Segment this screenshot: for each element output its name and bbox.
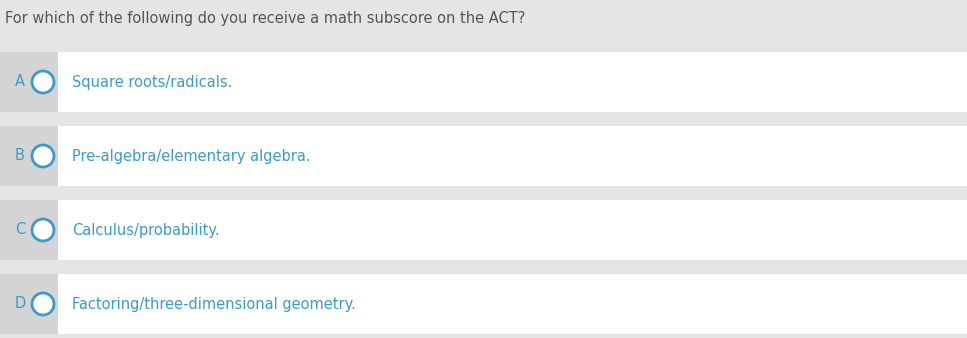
FancyBboxPatch shape <box>0 274 58 334</box>
Text: A: A <box>15 74 25 90</box>
FancyBboxPatch shape <box>0 112 967 126</box>
Text: B: B <box>15 148 25 164</box>
Circle shape <box>32 145 54 167</box>
Circle shape <box>32 71 54 93</box>
FancyBboxPatch shape <box>0 38 967 52</box>
Text: C: C <box>15 222 25 238</box>
FancyBboxPatch shape <box>0 186 967 200</box>
Text: For which of the following do you receive a math subscore on the ACT?: For which of the following do you receiv… <box>5 11 525 26</box>
Text: D: D <box>15 296 25 312</box>
FancyBboxPatch shape <box>0 126 967 186</box>
FancyBboxPatch shape <box>0 200 58 260</box>
Circle shape <box>32 219 54 241</box>
Text: Pre-algebra/elementary algebra.: Pre-algebra/elementary algebra. <box>72 148 310 164</box>
Circle shape <box>32 293 54 315</box>
Text: Square roots/radicals.: Square roots/radicals. <box>72 74 232 90</box>
FancyBboxPatch shape <box>0 274 967 334</box>
FancyBboxPatch shape <box>0 200 967 260</box>
Text: Factoring/three-dimensional geometry.: Factoring/three-dimensional geometry. <box>72 296 356 312</box>
Text: Calculus/probability.: Calculus/probability. <box>72 222 220 238</box>
FancyBboxPatch shape <box>0 0 967 38</box>
FancyBboxPatch shape <box>0 126 58 186</box>
FancyBboxPatch shape <box>0 52 967 112</box>
FancyBboxPatch shape <box>0 334 967 338</box>
FancyBboxPatch shape <box>0 52 58 112</box>
FancyBboxPatch shape <box>0 260 967 274</box>
